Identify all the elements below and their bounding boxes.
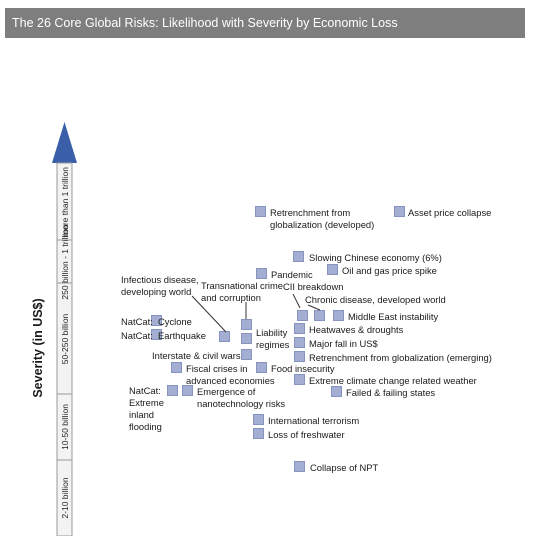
risk-marker (294, 351, 305, 362)
risk-label: Oil and gas price spike (342, 265, 437, 276)
axis-bar (56, 162, 73, 536)
risk-label: Chronic disease, developed world (305, 294, 446, 305)
risk-marker (331, 386, 342, 397)
risk-marker (294, 374, 305, 385)
risk-label: Asset price collapse (408, 207, 492, 218)
risk-label: Fiscal crises in advanced economies (186, 363, 275, 386)
risk-marker (151, 329, 162, 340)
risk-marker (151, 315, 162, 326)
chart-title: The 26 Core Global Risks: Likelihood wit… (5, 8, 525, 38)
risk-marker (293, 251, 304, 262)
risk-label: Major fall in US$ (309, 338, 378, 349)
risk-label: CII breakdown (283, 281, 344, 292)
risk-marker (167, 385, 178, 396)
risk-marker (253, 414, 264, 425)
risk-label: International terrorism (268, 415, 360, 426)
risk-label: Liability regimes (256, 327, 290, 350)
risk-marker (294, 337, 305, 348)
risk-label: Collapse of NPT (310, 462, 379, 473)
risk-marker (327, 264, 338, 275)
risk-marker (241, 349, 252, 360)
risk-marker (255, 206, 266, 217)
risk-marker (256, 362, 267, 373)
risk-marker (297, 310, 308, 321)
risk-marker (294, 323, 305, 334)
risk-label: Heatwaves & droughts (309, 324, 404, 335)
risk-label: Food insecurity (271, 363, 335, 374)
risk-label: NatCat: Earthquake (121, 330, 206, 341)
risk-marker (314, 310, 325, 321)
leader-line-cii (292, 293, 301, 309)
risk-label: Failed & failing states (346, 387, 436, 398)
risk-marker (256, 268, 267, 279)
risk-marker (241, 319, 252, 330)
risk-label: Slowing Chinese economy (6%) (309, 252, 442, 263)
leader-line-infectious (191, 295, 227, 333)
risk-label: Emergence of nanotechnology risks (197, 386, 286, 409)
risk-label: Infectious disease, developing world (121, 274, 199, 297)
risk-label: Transnational crime and corruption (201, 280, 283, 303)
risk-marker (171, 362, 182, 373)
risk-label: Interstate & civil wars (152, 350, 241, 361)
risk-label: Pandemic (271, 269, 313, 280)
risk-label: NatCat: Extreme inland flooding (129, 385, 164, 432)
leader-line-chronic (307, 304, 321, 311)
risk-label: NatCat: Cyclone (121, 316, 192, 327)
risk-label: Extreme climate change related weather (309, 375, 477, 386)
risk-label: Middle East instability (348, 311, 439, 322)
risk-marker (253, 428, 264, 439)
risk-label: Retrenchment from globalization (emergin… (309, 352, 492, 363)
risk-label: Loss of freshwater (268, 429, 345, 440)
risk-marker (241, 333, 252, 344)
risk-marker (294, 461, 305, 472)
risk-marker (333, 310, 344, 321)
risk-marker (394, 206, 405, 217)
risk-marker (182, 385, 193, 396)
axis-arrow-head (52, 122, 77, 163)
risk-label: Retrenchment from globalization (develop… (270, 207, 375, 230)
risk-marker (219, 331, 230, 342)
